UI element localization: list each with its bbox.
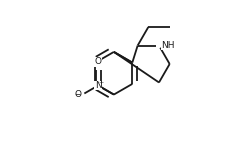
- Text: O: O: [74, 90, 81, 99]
- Text: NH: NH: [161, 41, 174, 50]
- Text: O: O: [95, 57, 102, 66]
- Text: +: +: [99, 80, 104, 85]
- Text: −: −: [74, 90, 81, 99]
- Text: N: N: [95, 81, 102, 90]
